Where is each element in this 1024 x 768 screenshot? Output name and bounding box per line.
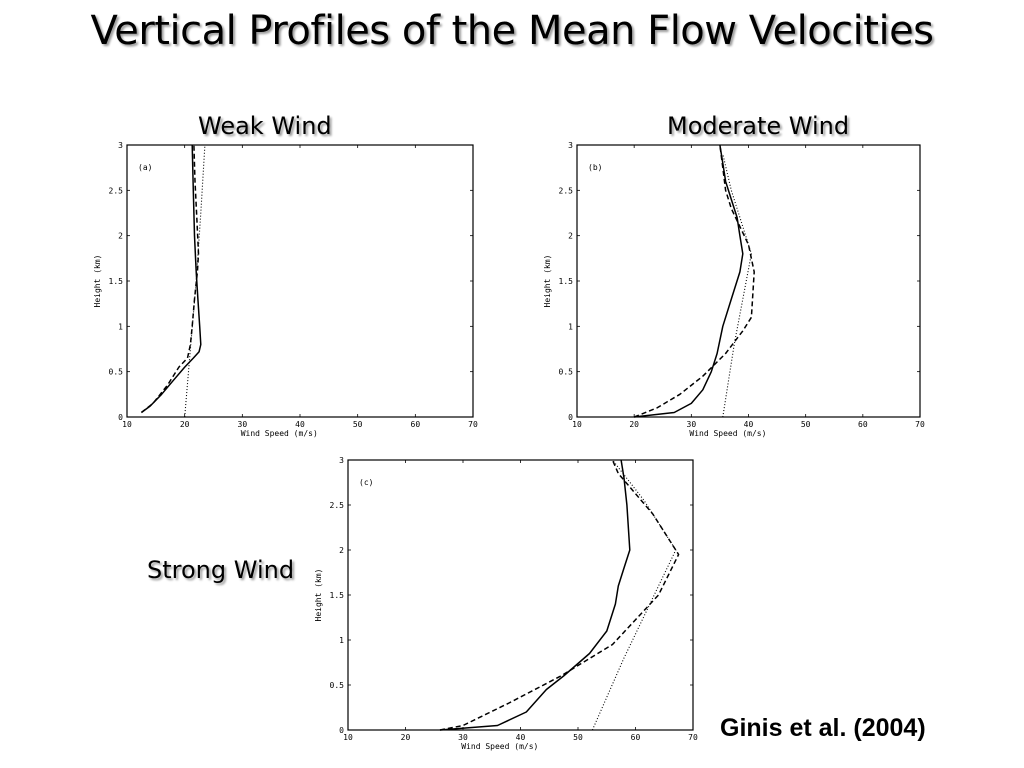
y-tick-label: 0 xyxy=(568,413,573,422)
x-tick-label: 50 xyxy=(573,733,583,742)
series-line-dotted xyxy=(722,153,752,418)
x-axis-label: Wind Speed (m/s) xyxy=(689,429,766,438)
x-axis-label: Wind Speed (m/s) xyxy=(241,429,318,438)
y-tick-label: 1 xyxy=(568,322,573,331)
x-tick-label: 40 xyxy=(516,733,526,742)
x-tick-label: 20 xyxy=(401,733,411,742)
x-tick-label: 10 xyxy=(122,420,132,429)
series-line-solid xyxy=(634,144,744,418)
x-tick-label: 30 xyxy=(687,420,697,429)
series-line-dotted xyxy=(184,144,206,418)
y-tick-label: 3 xyxy=(339,456,344,465)
y-tick-label: 2.5 xyxy=(559,186,574,195)
chart-panel-a: 10 20 30 40 50 60 70 0 0.5 1 1.5 2 2.5 3 Wind Speed (m… xyxy=(93,141,478,438)
chart-panel-c: 10 20 30 40 50 60 70 0 0.5 1 1.5 2 2.5 3 Wind Speed (m… xyxy=(314,456,698,751)
x-tick-label: 70 xyxy=(468,420,478,429)
x-axis-label: Wind Speed (m/s) xyxy=(461,742,538,751)
x-tick-label: 50 xyxy=(801,420,811,429)
y-tick-label: 2 xyxy=(118,232,123,241)
x-tick-label: 20 xyxy=(180,420,190,429)
y-tick-label: 1 xyxy=(339,636,344,645)
y-tick-label: 0.5 xyxy=(109,368,124,377)
y-tick-label: 3 xyxy=(568,141,573,150)
slide-title: Vertical Profiles of the Mean Flow Veloc… xyxy=(90,8,934,54)
x-tick-label: 40 xyxy=(295,420,305,429)
series-line-dashed xyxy=(439,459,680,731)
citation: Ginis et al. (2004) xyxy=(720,714,926,742)
y-tick-label: 3 xyxy=(118,141,123,150)
x-tick-label: 70 xyxy=(915,420,925,429)
series-line-solid xyxy=(439,459,631,731)
y-tick-label: 1.5 xyxy=(109,277,124,286)
y-tick-label: 0.5 xyxy=(330,681,345,690)
y-tick-label: 1 xyxy=(118,322,123,331)
x-tick-label: 10 xyxy=(343,733,353,742)
plot-frame xyxy=(576,144,921,418)
y-tick-label: 0 xyxy=(118,413,123,422)
x-tick-label: 60 xyxy=(411,420,421,429)
x-tick-label: 20 xyxy=(629,420,639,429)
series-line-dashed xyxy=(140,144,200,414)
series-line-dotted xyxy=(591,459,677,731)
caption-strong-wind: Strong Wind xyxy=(147,556,295,584)
y-tick-label: 1.5 xyxy=(559,277,574,286)
panel-label: (b) xyxy=(588,163,602,172)
y-tick-label: 1.5 xyxy=(330,591,345,600)
series-line-dashed xyxy=(633,144,755,418)
y-axis-label: Height (km) xyxy=(543,255,552,308)
y-tick-label: 0.5 xyxy=(559,368,574,377)
x-tick-label: 50 xyxy=(353,420,363,429)
x-tick-label: 60 xyxy=(631,733,641,742)
y-tick-label: 2 xyxy=(568,232,573,241)
caption-weak-wind: Weak Wind xyxy=(198,112,332,140)
chart-panel-b: 10 20 30 40 50 60 70 0 0.5 1 1.5 2 2.5 3 Wind Speed (m… xyxy=(543,141,925,438)
panel-label: (c) xyxy=(359,478,373,487)
y-axis-label: Height (km) xyxy=(314,569,323,622)
y-axis-label: Height (km) xyxy=(93,255,102,308)
panel-label: (a) xyxy=(138,163,152,172)
x-tick-label: 10 xyxy=(572,420,582,429)
y-tick-label: 2 xyxy=(339,546,344,555)
series-line-solid xyxy=(140,144,202,414)
x-tick-label: 30 xyxy=(238,420,248,429)
caption-moderate-wind: Moderate Wind xyxy=(667,112,850,140)
plot-frame xyxy=(126,144,474,418)
x-tick-label: 60 xyxy=(858,420,868,429)
y-tick-label: 2.5 xyxy=(109,186,124,195)
y-tick-label: 2.5 xyxy=(330,501,345,510)
x-tick-label: 30 xyxy=(458,733,468,742)
x-tick-label: 70 xyxy=(688,733,698,742)
x-tick-label: 40 xyxy=(744,420,754,429)
y-tick-label: 0 xyxy=(339,726,344,735)
